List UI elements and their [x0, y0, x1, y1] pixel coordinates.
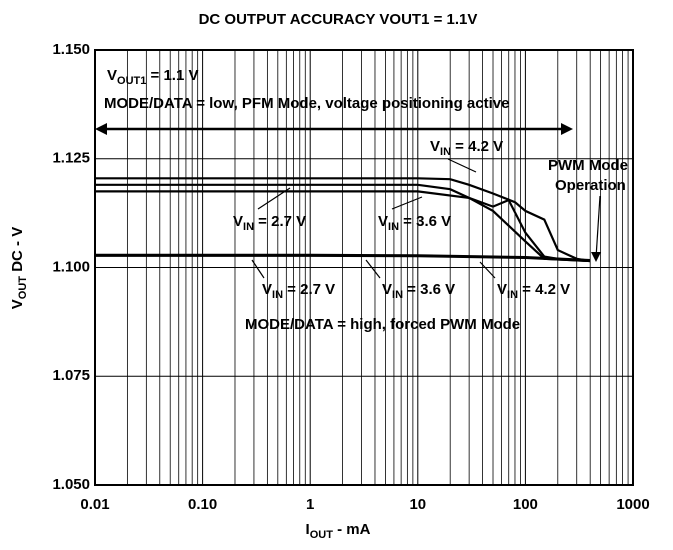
series-label: VIN = 4.2 V	[430, 138, 503, 158]
arrow-head	[591, 252, 601, 262]
x-tick-label: 0.10	[188, 496, 217, 513]
x-tick-label: 1	[306, 496, 314, 513]
annotation: Operation	[555, 177, 626, 194]
series-label-rest: = 3.6 V	[399, 213, 451, 230]
y-tick-label: 1.075	[52, 367, 90, 384]
leader-line	[391, 196, 423, 210]
y-tick-label: 1.125	[52, 150, 90, 167]
x-axis-label: IOUT - mA	[306, 521, 371, 541]
x-tick-label: 100	[513, 496, 538, 513]
x-axis-label-main: I	[306, 521, 310, 538]
leader-line	[595, 195, 601, 259]
arrow-head	[95, 123, 107, 135]
y-tick-label: 1.050	[52, 476, 90, 493]
x-tick-label: 1000	[616, 496, 649, 513]
annotation-sub: OUT1	[117, 75, 146, 87]
y-axis-label: VOUT DC - V	[9, 227, 29, 309]
series-label-rest: = 2.7 V	[283, 281, 335, 298]
series-label-sub: IN	[440, 146, 451, 158]
arrow-head	[561, 123, 573, 135]
series-label: VIN = 2.7 V	[233, 213, 306, 233]
x-axis-label-rest: - mA	[333, 521, 371, 538]
series-label-main: V	[262, 281, 272, 298]
series-label: VIN = 3.6 V	[378, 213, 451, 233]
series-line	[95, 177, 591, 263]
series-label-rest: = 4.2 V	[518, 281, 570, 298]
series-label-main: V	[497, 281, 507, 298]
leader-line	[447, 158, 477, 173]
series-line	[95, 253, 591, 262]
leader-line	[365, 259, 381, 279]
series-label: VIN = 2.7 V	[262, 281, 335, 301]
annotation: MODE/DATA = low, PFM Mode, voltage posit…	[104, 95, 509, 112]
y-axis-label-sub: OUT	[17, 276, 29, 300]
x-axis-label-sub: OUT	[310, 529, 334, 541]
leader-line	[479, 261, 496, 279]
series-label: VIN = 3.6 V	[382, 281, 455, 301]
series-label-rest: = 4.2 V	[451, 138, 503, 155]
leader-line	[257, 187, 291, 210]
series-label-sub: IN	[388, 221, 399, 233]
series-label-sub: IN	[507, 289, 518, 301]
y-tick-label: 1.100	[52, 258, 90, 275]
series-label-sub: IN	[272, 289, 283, 301]
annotation: MODE/DATA = high, forced PWM Mode	[245, 316, 520, 333]
series-label-main: V	[233, 213, 243, 230]
x-tick-label: 10	[409, 496, 426, 513]
series-label-sub: IN	[243, 221, 254, 233]
annotation-rest: = 1.1 V	[146, 67, 198, 84]
x-tick-label: 0.01	[80, 496, 109, 513]
annotation: VOUT1 = 1.1 V	[107, 67, 198, 87]
y-tick-label: 1.150	[52, 41, 90, 58]
series-label-main: V	[378, 213, 388, 230]
series-label-rest: = 3.6 V	[403, 281, 455, 298]
series-line	[95, 190, 591, 263]
y-axis-label-rest: DC - V	[9, 227, 26, 276]
plot-frame	[94, 49, 634, 486]
leader-line	[251, 259, 265, 279]
annotation: PWM Mode	[548, 157, 628, 174]
series-label-sub: IN	[392, 289, 403, 301]
chart-title: DC OUTPUT ACCURACY VOUT1 = 1.1V	[199, 11, 478, 28]
y-axis-label-main: V	[9, 299, 26, 309]
series-label-main: V	[382, 281, 392, 298]
series-label-main: V	[430, 138, 440, 155]
annotation-main: V	[107, 67, 117, 84]
series-label-rest: = 2.7 V	[254, 213, 306, 230]
series-label: VIN = 4.2 V	[497, 281, 570, 301]
